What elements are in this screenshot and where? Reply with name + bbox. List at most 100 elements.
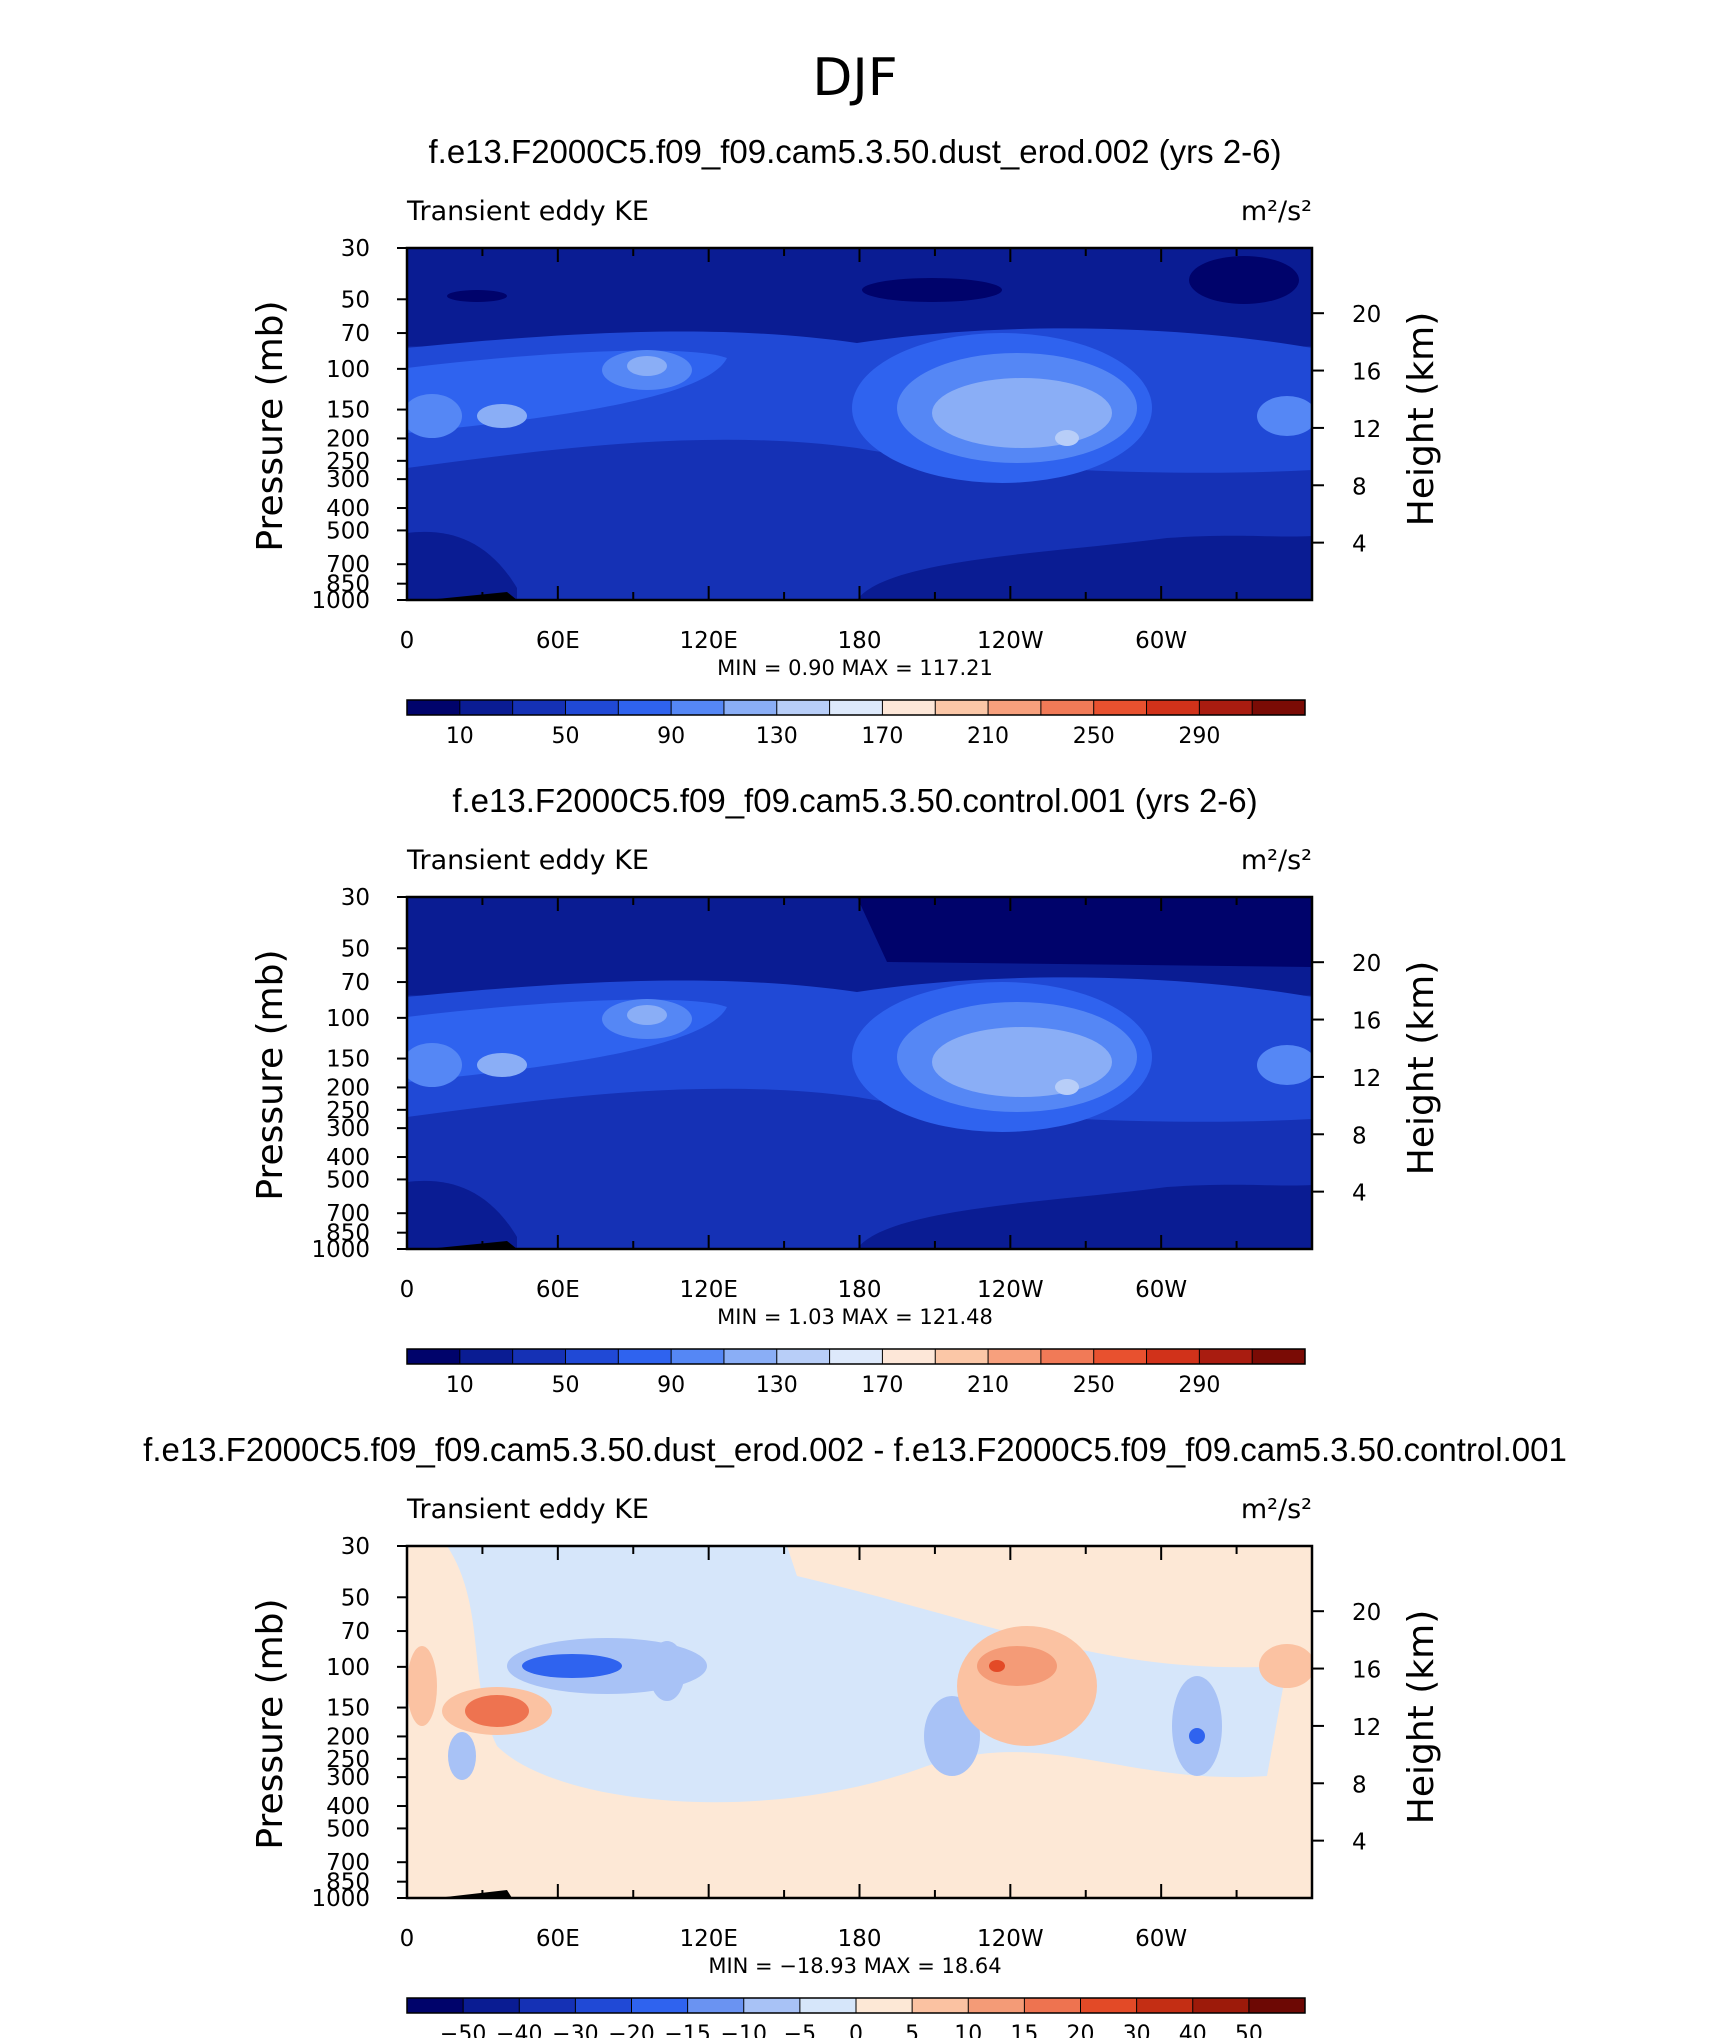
- y-tick-label: 500: [326, 518, 370, 544]
- colorbar-swatch: [1024, 1998, 1081, 2013]
- min-max-label: MIN = −18.93 MAX = 18.64: [708, 1954, 1001, 1978]
- contour-blob-jet-w: [477, 404, 527, 428]
- colorbar-frame: [406, 1997, 1306, 2014]
- colorbar-swatch: [463, 1998, 520, 2013]
- colorbar-label: 10: [446, 724, 474, 749]
- panel-units: m²/s²: [1241, 1494, 1312, 1525]
- y2-tick-label: 4: [1352, 1830, 1367, 1856]
- x-tick-label: 120W: [977, 1926, 1044, 1952]
- contour-blob-jet-e: [932, 378, 1112, 448]
- y2-tick-label: 8: [1352, 1772, 1367, 1798]
- contour-blob-strat: [447, 290, 507, 302]
- colorbar-swatch: [799, 1998, 857, 2013]
- colorbar-label: 5: [905, 2022, 919, 2038]
- contour-blob-neg: [1189, 1728, 1205, 1744]
- colorbar-swatch: [1040, 700, 1095, 715]
- colorbar-label: −10: [721, 2022, 767, 2038]
- y-tick-label: 200: [326, 1075, 370, 1101]
- colorbar-swatch: [829, 1349, 883, 1364]
- y-tick-label: 500: [326, 1167, 370, 1193]
- panel-title: f.e13.F2000C5.f09_f09.cam5.3.50.dust_ero…: [428, 133, 1281, 170]
- colorbar-swatch: [512, 1349, 566, 1364]
- colorbar-swatch: [631, 1998, 689, 2013]
- contour-blob-jet-w: [407, 1043, 462, 1087]
- colorbar-swatch: [687, 1998, 745, 2013]
- colorbar-label: 130: [756, 1373, 798, 1398]
- colorbar-swatch: [723, 700, 778, 715]
- panel-title: f.e13.F2000C5.f09_f09.cam5.3.50.control.…: [452, 782, 1257, 819]
- colorbar-label: 30: [1123, 2022, 1151, 2038]
- y-tick-label: 200: [326, 1724, 370, 1750]
- x-tick-label: 120W: [977, 628, 1044, 654]
- colorbar-swatch: [1199, 700, 1253, 715]
- panel-left-label: Transient eddy KE: [406, 845, 649, 876]
- colorbar-swatch: [575, 1998, 632, 2013]
- colorbar-label: 90: [657, 1373, 685, 1398]
- colorbar-label: 10: [446, 1373, 474, 1398]
- colorbar-label: 210: [967, 724, 1009, 749]
- colorbar-label: 170: [861, 1373, 903, 1398]
- contour-fill-low: [407, 531, 517, 600]
- colorbar-swatch: [935, 700, 989, 715]
- colorbar-label: 10: [954, 2022, 982, 2038]
- min-max-label: MIN = 1.03 MAX = 121.48: [717, 1305, 993, 1329]
- x-tick-label: 60W: [1135, 1277, 1187, 1303]
- contour-blob-neg: [522, 1654, 622, 1678]
- contour-blob-pos: [407, 1646, 437, 1726]
- colorbar-label: −5: [784, 2022, 816, 2038]
- colorbar-label: 250: [1073, 724, 1115, 749]
- colorbar-label: −20: [608, 2022, 654, 2038]
- y-tick-label: 400: [326, 1794, 370, 1820]
- y2-axis-title: Height (km): [1401, 1610, 1442, 1824]
- colorbar-swatch: [776, 700, 831, 715]
- y-tick-label: 70: [341, 321, 370, 347]
- y2-tick-label: 16: [1352, 1009, 1381, 1035]
- colorbar-swatch: [988, 700, 1042, 715]
- y-tick-label: 150: [326, 1047, 370, 1073]
- x-tick-label: 60E: [536, 1926, 580, 1952]
- colorbar-swatch: [1093, 700, 1148, 715]
- y-tick-label: 300: [326, 467, 370, 493]
- x-tick-label: 120E: [679, 628, 737, 654]
- colorbar-label: −40: [496, 2022, 542, 2038]
- y2-tick-label: 12: [1352, 1715, 1381, 1741]
- contour-blob-jet-w: [477, 1053, 527, 1077]
- y-tick-label: 50: [341, 287, 370, 313]
- colorbar-frame: [406, 699, 1306, 716]
- x-tick-label: 0: [400, 1277, 415, 1303]
- x-tick-label: 180: [838, 628, 882, 654]
- contour-fill-neg: [447, 1546, 1287, 1803]
- y-tick-label: 500: [326, 1816, 370, 1842]
- colorbar-swatch: [935, 1349, 989, 1364]
- x-tick-label: 120E: [679, 1926, 737, 1952]
- colorbar-swatch: [1252, 700, 1306, 715]
- colorbar-label: 130: [756, 724, 798, 749]
- y-tick-label: 150: [326, 398, 370, 424]
- x-tick-label: 0: [400, 628, 415, 654]
- y2-tick-label: 20: [1352, 1600, 1381, 1626]
- y2-axis-title: Height (km): [1401, 312, 1442, 526]
- colorbar-swatch: [968, 1998, 1025, 2013]
- colorbar-label: 15: [1010, 2022, 1038, 2038]
- colorbar-swatch: [407, 1998, 464, 2013]
- colorbar-swatch: [459, 1349, 514, 1364]
- colorbar-swatch: [459, 700, 514, 715]
- colorbar-label: 50: [1235, 2022, 1263, 2038]
- colorbar-swatch: [912, 1998, 969, 2013]
- contour-blob-jet-w: [627, 1005, 667, 1025]
- x-tick-label: 60E: [536, 628, 580, 654]
- y-tick-label: 1000: [311, 588, 370, 614]
- y-tick-label: 300: [326, 1765, 370, 1791]
- y2-tick-label: 8: [1352, 1123, 1367, 1149]
- y-tick-label: 100: [326, 1655, 370, 1681]
- colorbar-label: −30: [552, 2022, 598, 2038]
- panel-units: m²/s²: [1241, 196, 1312, 227]
- y-tick-label: 700: [326, 1201, 370, 1227]
- contour-blob-jet-e: [932, 1027, 1112, 1097]
- panel-units: m²/s²: [1241, 845, 1312, 876]
- colorbar-swatch: [743, 1998, 801, 2013]
- x-tick-label: 60W: [1135, 1926, 1187, 1952]
- colorbar-swatch: [1093, 1349, 1148, 1364]
- colorbar-label: 290: [1178, 1373, 1220, 1398]
